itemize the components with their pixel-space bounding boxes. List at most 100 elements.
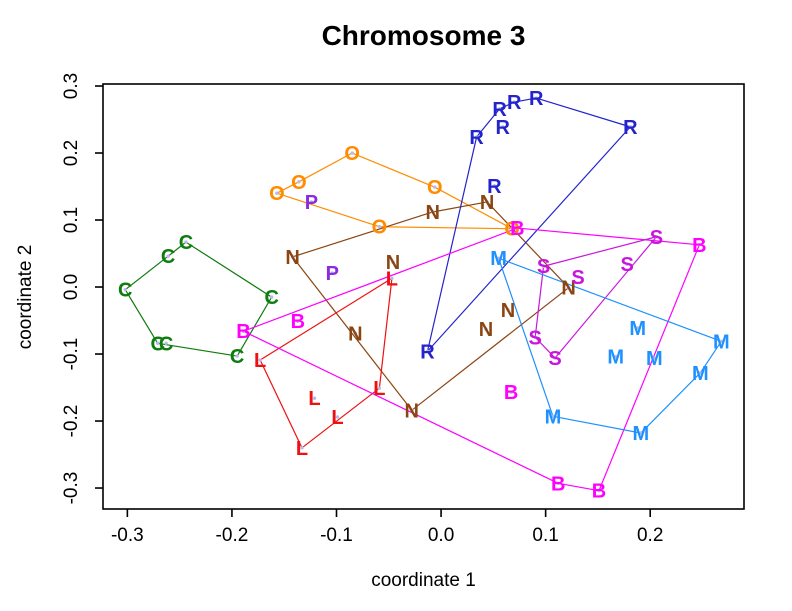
- group-N-point-marker: [506, 308, 510, 312]
- group-M-point-marker: [635, 326, 640, 330]
- group-L-letter: L: [296, 438, 308, 460]
- group-B-edge: [598, 244, 700, 491]
- group-N-point-marker: [410, 408, 414, 413]
- group-L-point-marker: [300, 446, 304, 450]
- group-M-letter: M: [629, 318, 646, 340]
- group-L-edge: [259, 359, 303, 449]
- x-tick-label: -0.3: [111, 525, 144, 546]
- y-tick-label: -0.1: [61, 338, 82, 371]
- group-C-point-marker: [235, 354, 239, 358]
- group-O-letter: O: [344, 143, 360, 165]
- group-S-point-marker: [533, 335, 537, 339]
- group-L-point-marker: [390, 276, 394, 281]
- y-tick-label: -0.2: [61, 405, 82, 438]
- group-L-letter: L: [373, 378, 385, 400]
- group-N-point-marker: [391, 260, 395, 264]
- group-L-letter: L: [308, 388, 320, 410]
- group-S-point-marker: [553, 356, 557, 360]
- group-N-point-marker: [566, 285, 571, 290]
- group-N-point-marker: [485, 200, 489, 204]
- group-O-edge: [298, 152, 353, 183]
- group-B-letter: B: [692, 235, 706, 257]
- group-S-point-marker: [576, 275, 580, 279]
- group-R-letter: R: [492, 99, 507, 121]
- group-L-letter: L: [386, 268, 398, 290]
- group-O-point-marker: [510, 227, 514, 231]
- group-O-letter: O: [291, 172, 307, 194]
- group-N-letter: N: [501, 300, 515, 322]
- group-R-letter: R: [420, 341, 435, 363]
- group-O-point-marker: [350, 151, 354, 155]
- group-S-letter: S: [548, 348, 561, 370]
- group-L-edge: [378, 278, 393, 389]
- y-axis-label: coordinate 2: [15, 244, 36, 350]
- group-P-letter: P: [305, 192, 318, 214]
- group-B-point-marker: [241, 329, 246, 333]
- group-C-letter: C: [118, 280, 132, 302]
- group-R-letter: R: [529, 88, 544, 110]
- y-tick-label: 0.0: [61, 274, 82, 300]
- group-B-letter: B: [236, 321, 250, 343]
- group-N-letter: N: [561, 278, 575, 300]
- group-N-point-marker: [353, 331, 358, 335]
- group-N-edge: [411, 287, 570, 411]
- x-axis-label: coordinate 1: [371, 570, 476, 591]
- group-M-edge: [640, 372, 701, 434]
- group-N-edge: [432, 201, 488, 213]
- group-C-point-marker: [155, 341, 160, 346]
- group-R-letter: R: [496, 117, 511, 139]
- y-tick-label: 0.1: [61, 207, 82, 233]
- group-B-letter: B: [551, 473, 565, 495]
- group-M-edge: [552, 415, 641, 434]
- group-B-point-marker: [296, 319, 300, 323]
- group-R-point-marker: [492, 184, 497, 188]
- group-B-point-marker: [515, 226, 520, 230]
- group-L-point-marker: [377, 386, 382, 390]
- group-C-letter: C: [159, 333, 173, 355]
- group-B-letter: B: [592, 481, 606, 503]
- group-N-letter: N: [425, 202, 439, 224]
- group-O-point-marker: [297, 180, 301, 184]
- group-C-letter: C: [161, 246, 175, 268]
- group-O-edge: [379, 226, 513, 230]
- group-M-point-marker: [652, 356, 657, 360]
- group-M-point-marker: [719, 339, 724, 343]
- group-M-point-marker: [639, 431, 643, 435]
- group-C-letter: C: [179, 232, 193, 254]
- group-N-point-marker: [484, 327, 488, 331]
- y-tick-label: -0.3: [61, 472, 82, 505]
- group-O-letter: O: [372, 217, 388, 239]
- group-N-point-marker: [431, 210, 435, 214]
- group-P-point-marker: [330, 271, 335, 275]
- group-O-point-marker: [433, 185, 437, 189]
- y-tick-label: 0.3: [61, 73, 82, 99]
- group-S-letter: S: [529, 327, 542, 349]
- group-L-edge: [259, 277, 393, 361]
- group-R-edge: [514, 97, 537, 103]
- group-B-letter: B: [504, 382, 518, 404]
- group-L-point-marker: [312, 396, 317, 400]
- group-L-letter: L: [331, 407, 343, 429]
- group-R-edge: [476, 108, 501, 138]
- group-N-letter: N: [386, 252, 400, 274]
- group-L-letter: L: [254, 350, 266, 372]
- group-R-point-marker: [497, 107, 502, 111]
- group-C-point-marker: [123, 287, 127, 292]
- x-tick-label: 0.2: [637, 525, 663, 546]
- group-S-letter: S: [571, 267, 584, 289]
- group-O-edge: [434, 186, 513, 230]
- group-C-point-marker: [164, 341, 168, 346]
- group-M-point-marker: [496, 256, 501, 260]
- chart-title: Chromosome 3: [321, 20, 526, 51]
- plot-box: [102, 83, 745, 510]
- group-N-point-marker: [290, 255, 295, 259]
- group-R-edge: [499, 101, 515, 110]
- group-N-letter: N: [480, 192, 494, 214]
- group-N-letter: N: [348, 323, 362, 345]
- group-S-letter: S: [650, 227, 663, 249]
- group-M-point-marker: [698, 371, 703, 375]
- group-M-letter: M: [632, 423, 649, 445]
- group-O-edge: [276, 181, 300, 194]
- group-M-point-marker: [613, 355, 618, 359]
